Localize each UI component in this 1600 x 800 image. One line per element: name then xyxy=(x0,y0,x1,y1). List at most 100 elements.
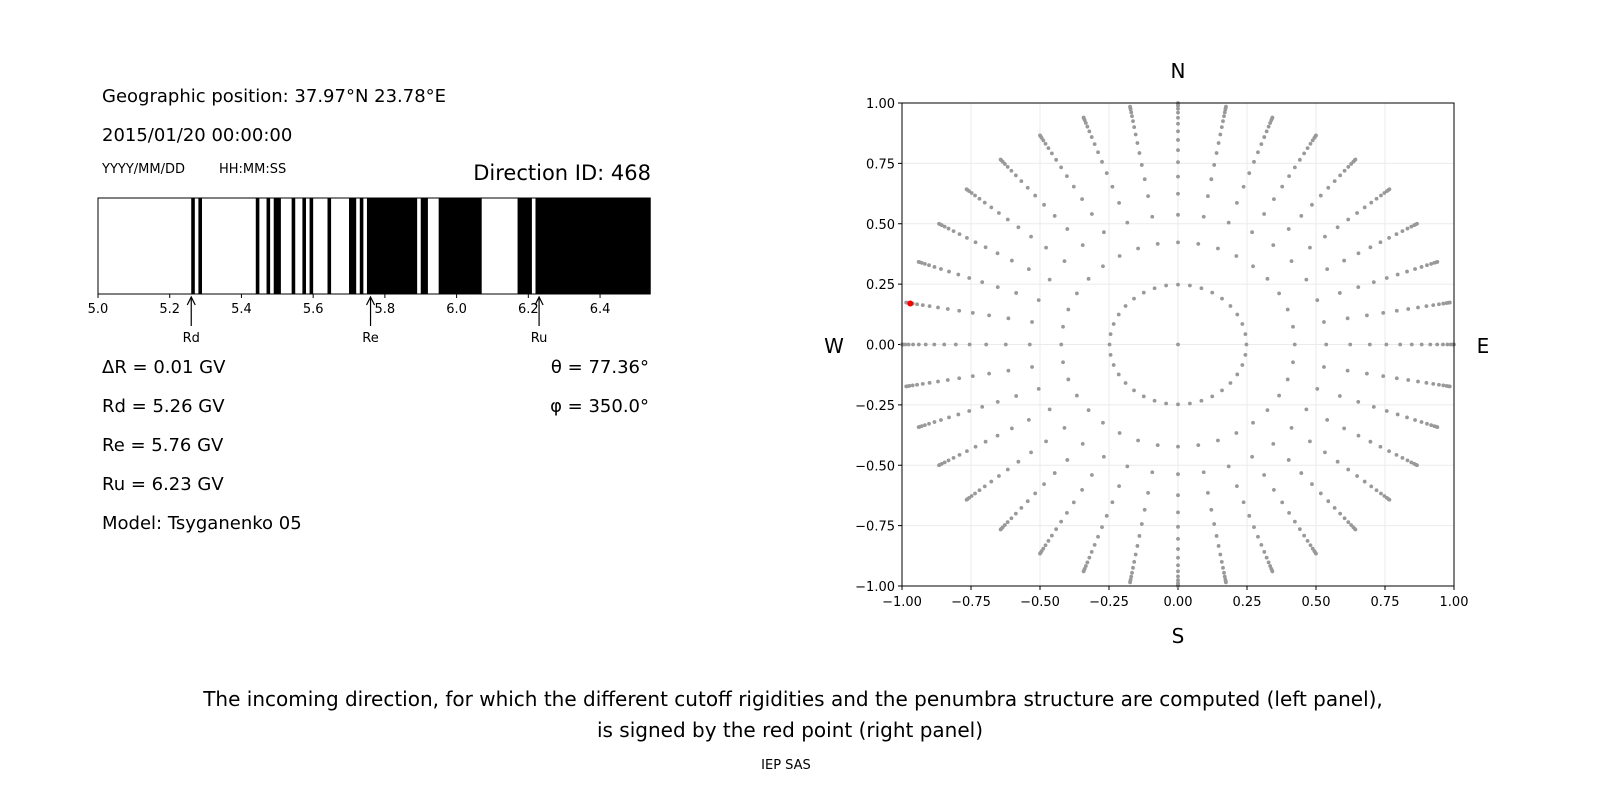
data-point xyxy=(1394,232,1399,237)
data-point xyxy=(1029,450,1033,455)
data-point xyxy=(998,527,1003,532)
data-point xyxy=(1137,534,1142,538)
data-point xyxy=(1315,386,1320,391)
data-point xyxy=(937,463,941,468)
data-point xyxy=(1437,382,1441,387)
data-point xyxy=(1201,214,1206,219)
data-point xyxy=(1289,425,1294,430)
data-point xyxy=(1135,141,1140,145)
data-point xyxy=(964,497,969,502)
data-point xyxy=(1286,227,1291,231)
data-point xyxy=(1256,534,1260,539)
data-point xyxy=(1043,141,1048,146)
data-point xyxy=(1409,224,1414,229)
data-point xyxy=(1176,148,1180,152)
data-point xyxy=(1209,177,1214,182)
data-point xyxy=(915,382,919,387)
data-point xyxy=(1214,151,1219,155)
data-point xyxy=(1222,574,1227,579)
data-point xyxy=(1009,258,1014,263)
date-format-label: YYYY/MM/DD xyxy=(101,162,185,177)
data-point xyxy=(1214,534,1219,538)
data-point xyxy=(1059,519,1064,524)
data-point xyxy=(1226,220,1231,225)
data-point xyxy=(1176,174,1180,179)
data-point xyxy=(1136,246,1140,251)
data-point xyxy=(1129,574,1134,579)
data-point xyxy=(1271,243,1276,248)
data-point xyxy=(1280,500,1285,505)
data-point xyxy=(1384,276,1389,280)
data-point xyxy=(1297,527,1302,532)
forbidden-band xyxy=(359,198,364,294)
data-point xyxy=(1066,377,1071,382)
data-point xyxy=(1338,511,1343,516)
data-point xyxy=(1435,425,1440,429)
data-point xyxy=(1089,550,1094,554)
data-point xyxy=(951,229,956,234)
data-point xyxy=(1107,342,1112,347)
data-point xyxy=(1046,146,1051,151)
data-point xyxy=(1062,425,1067,430)
data-point xyxy=(1270,569,1275,574)
data-point xyxy=(1264,555,1269,560)
data-point xyxy=(1044,245,1048,250)
data-point xyxy=(1235,372,1240,377)
data-point xyxy=(1206,491,1210,495)
data-point xyxy=(1315,298,1320,303)
data-point xyxy=(957,308,962,313)
data-point xyxy=(1155,443,1160,448)
data-point xyxy=(1030,320,1034,324)
data-point xyxy=(1353,527,1358,532)
data-point xyxy=(915,302,919,307)
data-point xyxy=(1424,380,1429,385)
data-point xyxy=(1080,243,1085,248)
data-point xyxy=(1371,404,1376,409)
data-point xyxy=(1009,516,1014,521)
data-point xyxy=(1117,484,1121,489)
marker-label-ru: Ru xyxy=(531,331,548,346)
data-point xyxy=(1222,570,1226,575)
data-point xyxy=(1164,283,1169,288)
data-point xyxy=(1101,420,1105,425)
data-point xyxy=(1250,454,1255,459)
data-point xyxy=(1374,196,1379,201)
data-point xyxy=(920,303,925,308)
data-point xyxy=(1036,298,1041,303)
data-point xyxy=(973,444,978,449)
data-point xyxy=(1262,212,1267,216)
data-point xyxy=(1014,291,1019,295)
data-point xyxy=(1305,146,1310,151)
data-point xyxy=(1047,407,1052,412)
data-point xyxy=(1139,522,1144,526)
data-point xyxy=(1062,259,1067,264)
data-point xyxy=(1308,439,1312,444)
data-point xyxy=(1384,409,1389,413)
data-point xyxy=(1152,286,1157,291)
data-point xyxy=(1187,283,1192,288)
data-point xyxy=(1346,520,1351,524)
data-point xyxy=(1224,580,1228,585)
data-point xyxy=(1235,484,1239,489)
data-point xyxy=(953,342,958,347)
data-point xyxy=(1005,217,1010,222)
x-tick-label: 5.0 xyxy=(88,302,109,317)
data-point xyxy=(1150,214,1155,219)
x-tick-label: 5.8 xyxy=(375,302,396,317)
data-point xyxy=(1262,550,1267,554)
data-point xyxy=(1176,138,1180,142)
data-point xyxy=(1356,433,1361,438)
data-point xyxy=(1394,452,1399,457)
data-point xyxy=(1176,212,1180,217)
data-point xyxy=(1176,547,1180,551)
data-point xyxy=(1176,510,1180,515)
data-point xyxy=(957,232,962,237)
data-point xyxy=(1210,290,1215,295)
forbidden-band xyxy=(302,198,306,294)
data-point xyxy=(1277,393,1282,398)
data-point xyxy=(1409,342,1414,347)
data-point xyxy=(1419,420,1424,424)
data-point xyxy=(957,376,962,381)
data-point xyxy=(1152,398,1157,403)
data-point xyxy=(1080,441,1085,446)
